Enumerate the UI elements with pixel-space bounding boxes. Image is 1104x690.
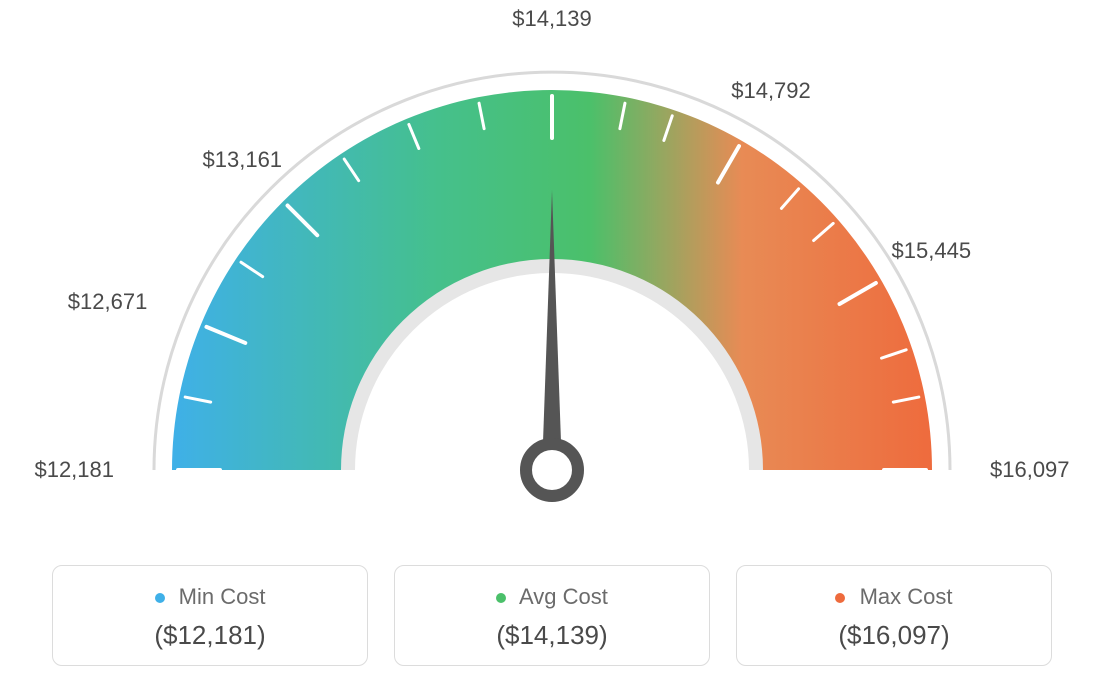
summary-cards: Min Cost ($12,181) Avg Cost ($14,139) Ma… [52,565,1052,666]
avg-cost-value: ($14,139) [405,620,699,651]
gauge-tick-label: $14,139 [512,6,592,32]
gauge-wrap: $12,181$12,671$13,161$14,139$14,792$15,4… [102,30,1002,530]
max-cost-card: Max Cost ($16,097) [736,565,1052,666]
gauge-hub [526,444,578,496]
max-cost-title: Max Cost [747,584,1041,610]
gauge-tick-label: $16,097 [990,457,1070,483]
avg-cost-title: Avg Cost [405,584,699,610]
min-cost-card: Min Cost ($12,181) [52,565,368,666]
gauge-tick-label: $13,161 [203,147,283,173]
avg-dot-icon [496,593,506,603]
max-dot-icon [835,593,845,603]
gauge-tick-label: $12,671 [68,289,148,315]
gauge-tick-label: $12,181 [34,457,114,483]
max-cost-value: ($16,097) [747,620,1041,651]
gauge-tick-label: $15,445 [892,238,972,264]
min-cost-title: Min Cost [63,584,357,610]
min-cost-value: ($12,181) [63,620,357,651]
min-dot-icon [155,593,165,603]
gauge-chart-container: $12,181 $12,671 $13,161 $14,139 $14,792 $15,4… [0,0,1104,690]
gauge-svg [102,30,1002,550]
avg-cost-title-text: Avg Cost [519,584,608,609]
gauge-tick-label: $14,792 [731,78,811,104]
max-cost-title-text: Max Cost [860,584,953,609]
min-cost-title-text: Min Cost [179,584,266,609]
avg-cost-card: Avg Cost ($14,139) [394,565,710,666]
